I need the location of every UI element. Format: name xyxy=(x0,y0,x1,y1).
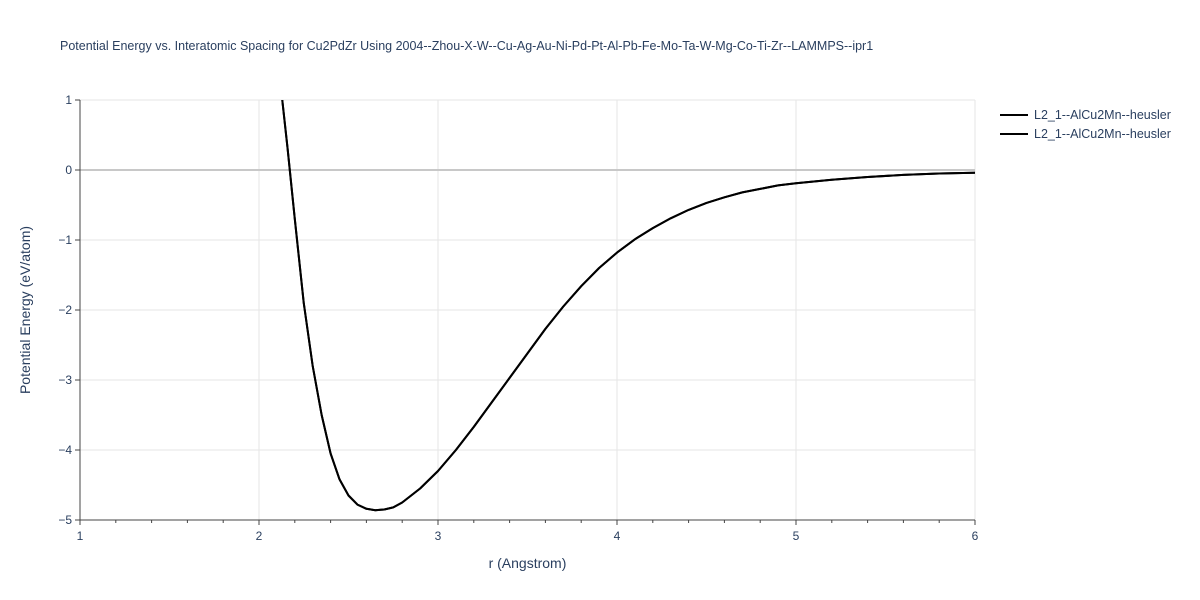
axes xyxy=(75,99,976,525)
chart-title: Potential Energy vs. Interatomic Spacing… xyxy=(60,39,873,53)
y-tick-label: −4 xyxy=(58,443,72,457)
x-tick-label: 5 xyxy=(793,529,800,543)
series-line-1 xyxy=(281,100,975,512)
gridlines xyxy=(80,99,976,520)
x-tick-label: 6 xyxy=(972,529,979,543)
y-tick-label: −5 xyxy=(58,513,72,527)
x-tick-label: 3 xyxy=(435,529,442,543)
x-axis-title: r (Angstrom) xyxy=(489,555,567,571)
y-tick-label: −3 xyxy=(58,373,72,387)
y-tick-label: 1 xyxy=(65,93,72,107)
y-tick-label: −1 xyxy=(58,233,72,247)
y-tick-label: 0 xyxy=(65,163,72,177)
legend: L2_1--AlCu2Mn--heusler L2_1--AlCu2Mn--heu… xyxy=(1000,108,1171,141)
x-tick-label: 2 xyxy=(256,529,263,543)
series-line-2 xyxy=(281,100,975,512)
x-tick-label: 1 xyxy=(77,529,84,543)
legend-item[interactable]: L2_1--AlCu2Mn--heusler xyxy=(1000,108,1171,122)
series-group xyxy=(281,100,975,512)
legend-item[interactable]: L2_1--AlCu2Mn--heusler xyxy=(1000,127,1171,141)
tick-labels: 1 2 3 4 5 6 1 0 −1 −2 −3 −4 −5 xyxy=(58,93,978,543)
y-tick-label: −2 xyxy=(58,303,72,317)
legend-label: L2_1--AlCu2Mn--heusler xyxy=(1034,108,1171,122)
x-tick-label: 4 xyxy=(614,529,621,543)
y-axis-title: Potential Energy (eV/atom) xyxy=(17,226,33,394)
legend-label: L2_1--AlCu2Mn--heusler xyxy=(1034,127,1171,141)
